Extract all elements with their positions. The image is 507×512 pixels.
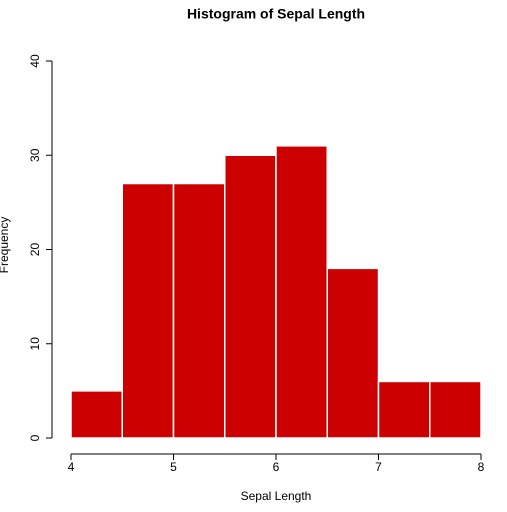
y-tick-label: 40	[28, 54, 42, 68]
bar	[275, 145, 328, 439]
x-tick-label: 7	[375, 460, 382, 474]
bar	[377, 380, 431, 439]
x-axis-label: Sepal Length	[241, 489, 312, 503]
y-axis-label: Frequency	[0, 217, 11, 274]
y-tick-label: 30	[28, 148, 42, 162]
chart-title: Histogram of Sepal Length	[187, 6, 365, 22]
bar	[429, 380, 482, 439]
y-tick-label: 20	[28, 243, 42, 257]
bar	[121, 182, 175, 439]
x-tick-label: 4	[68, 460, 75, 474]
x-tick-label: 8	[478, 460, 485, 474]
x-tick-label: 5	[170, 460, 177, 474]
bar	[326, 267, 380, 439]
bar	[224, 154, 277, 439]
bar	[70, 390, 123, 439]
bar	[172, 182, 226, 439]
y-tick-label: 0	[28, 434, 42, 441]
y-tick-label: 10	[28, 337, 42, 351]
x-tick-label: 6	[273, 460, 280, 474]
